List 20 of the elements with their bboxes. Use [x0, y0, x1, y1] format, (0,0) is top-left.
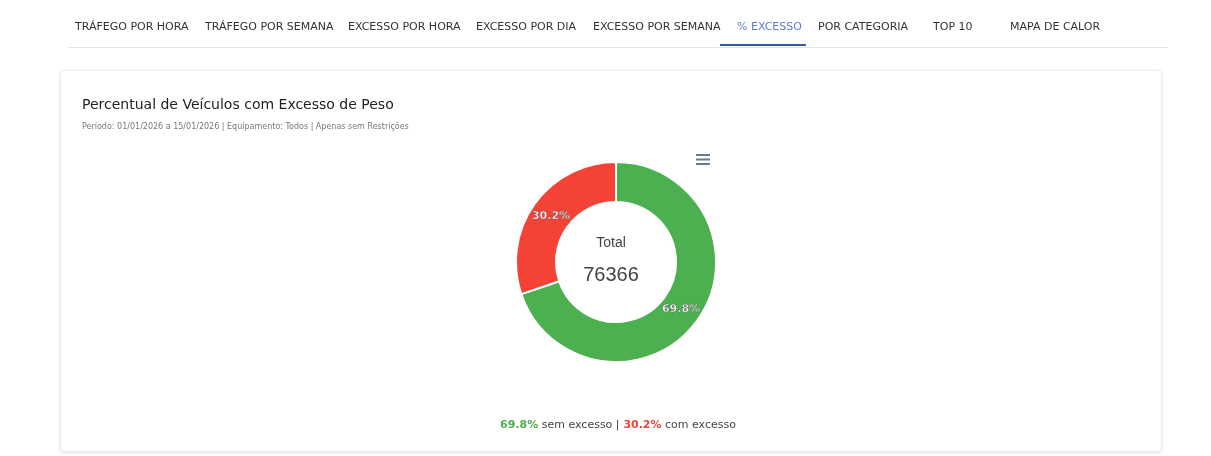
- text: % EXCESSO: [737, 20, 802, 33]
- text: POR CATEGORIA: [818, 20, 909, 33]
- text: Percentual de Veículos com Excesso de Peso: [82, 96, 394, 112]
- text: TOP 10: [933, 20, 973, 33]
- text: EXCESSO POR SEMANA: [593, 20, 721, 33]
- text: EXCESSO POR DIA: [476, 20, 577, 33]
- data-label: 30.2%: [531, 208, 571, 222]
- data-label: 69.8%: [661, 302, 701, 316]
- text: TRÁFEGO POR HORA: [75, 20, 189, 33]
- text: MAPA DE CALOR: [1010, 20, 1101, 33]
- text: com excesso: [664, 418, 736, 431]
- text: |: [614, 418, 620, 431]
- text: Período: 01/01/2026 a 15/01/2026 | Equipamento: Todos | Apenas sem Restrições: [82, 122, 409, 131]
- text: 30.2%: [622, 418, 662, 431]
- text: Total: [595, 234, 627, 250]
- text: 76366: [582, 263, 640, 286]
- text: EXCESSO POR HORA: [348, 20, 461, 33]
- text: TRÁFEGO POR SEMANA: [205, 20, 334, 33]
- text: sem excesso: [540, 418, 613, 431]
- text: 69.8%: [500, 418, 539, 431]
